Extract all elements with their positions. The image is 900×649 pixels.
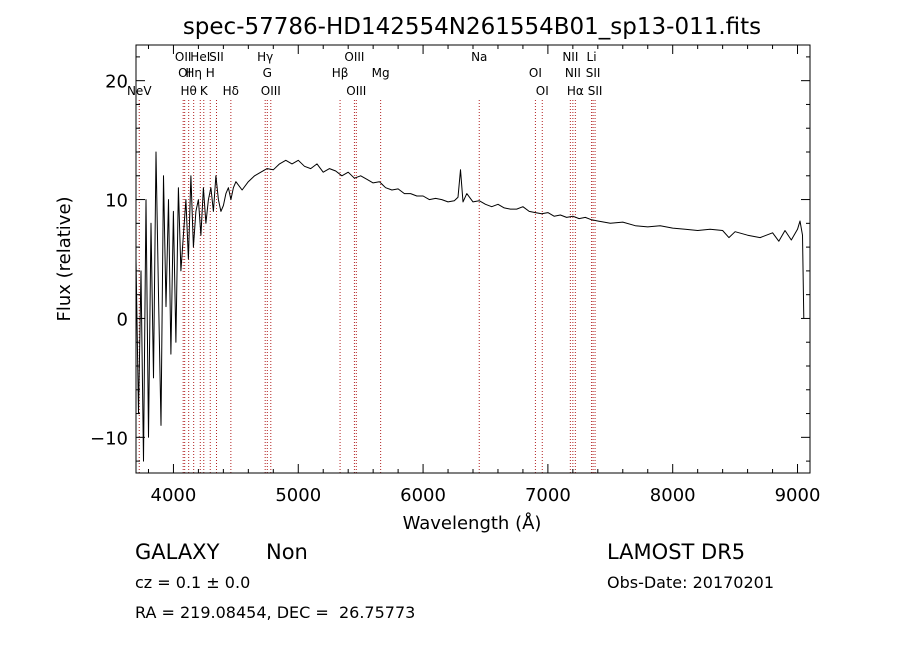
x-axis-label: Wavelength (Å) — [403, 512, 542, 534]
spectral-line-markers — [138, 100, 596, 473]
spectral-line-label: G — [263, 66, 272, 80]
spectral-line-label: K — [200, 84, 209, 98]
spectral-line-label: OII — [175, 50, 192, 64]
spectral-line-label: OIII — [346, 84, 366, 98]
redshift-cz: cz = 0.1 ± 0.0 — [135, 573, 251, 592]
y-axis-label: Flux (relative) — [54, 196, 75, 321]
spectral-line-label: H — [206, 66, 215, 80]
spectral-line-label: Mg — [372, 66, 390, 80]
spectral-line-label: OI — [536, 84, 549, 98]
spectral-line-label: HeI — [190, 50, 210, 64]
spectral-line-label: Hβ — [332, 66, 349, 80]
y-tick-label: 20 — [105, 72, 128, 93]
x-axis-ticks: 4000 5000 6000 7000 8000 9000 — [147, 45, 821, 506]
y-tick-label: −10 — [90, 428, 128, 449]
spectral-line-label: OIII — [261, 84, 281, 98]
object-class: GALAXY — [135, 540, 220, 564]
spectral-line-label: Hθ — [180, 84, 196, 98]
x-tick-label: 6000 — [400, 485, 446, 506]
x-tick-label: 5000 — [275, 485, 321, 506]
x-tick-label: 9000 — [775, 485, 821, 506]
spectral-line-label: SII — [586, 66, 601, 80]
x-tick-label: 8000 — [650, 485, 696, 506]
spectral-line-label: NeV — [127, 84, 152, 98]
x-tick-label: 4000 — [151, 485, 197, 506]
y-tick-label: 0 — [117, 309, 128, 330]
spectral-line-label: OI — [178, 66, 191, 80]
observation-date: Obs-Date: 20170201 — [607, 573, 775, 592]
spectral-line-label: NII — [562, 50, 578, 64]
spectral-line-label: Li — [587, 50, 597, 64]
y-tick-label: 10 — [105, 191, 128, 212]
spectrum-line — [135, 151, 805, 462]
coordinates: RA = 219.08454, DEC = 26.75773 — [135, 603, 416, 622]
spectral-line-label: Hη — [185, 66, 202, 80]
spectral-line-label: OI — [529, 66, 542, 80]
x-tick-label: 7000 — [525, 485, 571, 506]
spectral-line-label: OIII — [344, 50, 364, 64]
object-subclass: Non — [266, 540, 308, 564]
y-axis-ticks: −10 0 10 20 — [90, 56, 810, 462]
spectral-line-label: NII — [565, 66, 581, 80]
spectral-line-label: Na — [471, 50, 487, 64]
spectral-line-labels: NeV OII OI Hθ Hη HeI KH SII Hδ Hγ G OIII Hβ OIII OIII M… — [127, 50, 602, 98]
plot-frame — [135, 44, 811, 474]
chart-title: spec-57786-HD142554N261554B01_sp13-011.f… — [183, 14, 761, 40]
spectral-line-label: Hα — [567, 84, 584, 98]
spectral-line-label: Hδ — [223, 84, 239, 98]
spectral-line-label: Hγ — [257, 50, 273, 64]
spectral-line-label: SII — [588, 84, 603, 98]
spectral-line-label: SII — [209, 50, 224, 64]
survey-name: LAMOST DR5 — [607, 540, 746, 564]
